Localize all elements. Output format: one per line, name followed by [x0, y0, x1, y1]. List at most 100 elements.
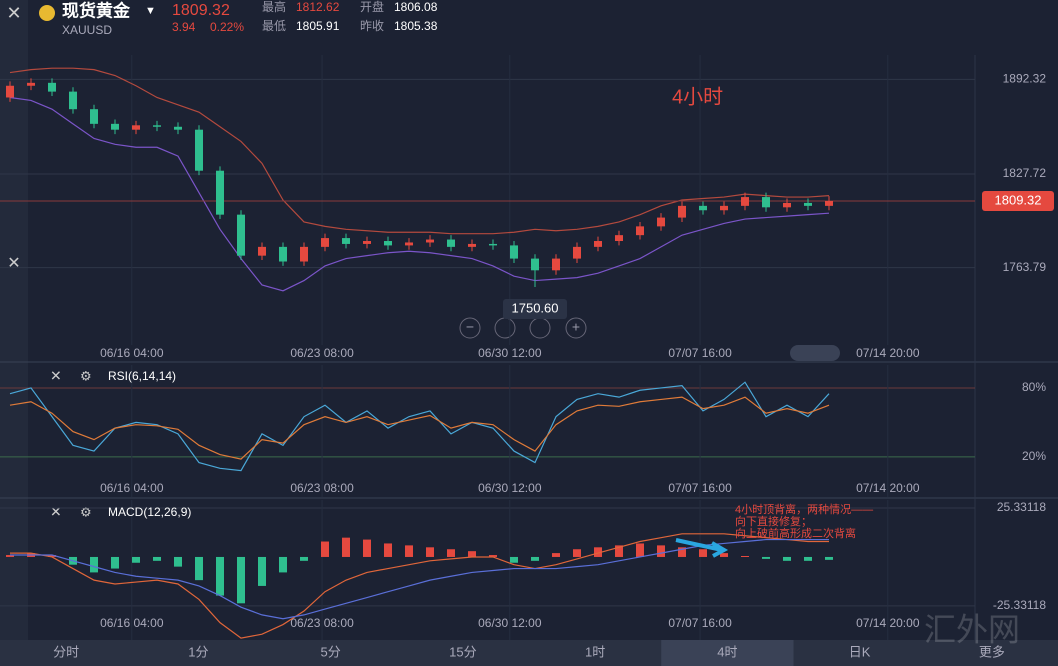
- stat-label: 最低: [262, 19, 286, 33]
- candle-body: [783, 202, 791, 208]
- macd-annotation: 4小时顶背离，两种情况——: [735, 502, 873, 516]
- macd-bar: [804, 556, 812, 561]
- x-tick-label: 07/14 20:00: [856, 481, 920, 495]
- zoom-in[interactable]: [565, 317, 587, 339]
- candle-body: [69, 91, 77, 110]
- tab[interactable]: 4时: [717, 644, 737, 659]
- zoom-out[interactable]: [459, 317, 481, 339]
- x-tick-label: 07/14 20:00: [856, 346, 920, 360]
- tab[interactable]: 15分: [449, 644, 476, 659]
- candle-body: [279, 246, 287, 262]
- macd-bar: [699, 549, 707, 557]
- x-tick-label: 06/30 12:00: [478, 346, 542, 360]
- indicator-line: [10, 533, 829, 639]
- candle-body: [384, 241, 392, 246]
- macd-bar: [720, 553, 728, 557]
- macd-bar: [489, 555, 497, 557]
- gold-icon: [39, 5, 55, 21]
- x-tick-label: 07/07 16:00: [668, 616, 732, 630]
- candle-body: [657, 217, 665, 227]
- candle-body: [300, 246, 308, 262]
- stat-value: 1812.62: [296, 0, 340, 14]
- candle-body: [132, 125, 140, 130]
- indicator-line: [9, 67, 830, 235]
- macd-bar: [762, 556, 770, 559]
- macd-bar: [594, 547, 602, 557]
- macd-bar: [531, 556, 539, 561]
- candle-body: [237, 214, 245, 256]
- tab[interactable]: 更多: [979, 644, 1005, 659]
- candle-body: [258, 246, 266, 256]
- candle-body: [741, 197, 749, 206]
- chart-annotation: 4小时: [672, 85, 723, 108]
- change: 3.94: [172, 20, 196, 34]
- settings-macd[interactable]: ⚙: [80, 504, 92, 519]
- macd-bar: [90, 556, 98, 573]
- candle-body: [153, 125, 161, 127]
- panel: 1892.32 1827.72 1763.79 06/16 04:00 06/23 08…: [0, 55, 1054, 360]
- x-tick-label: 06/16 04:00: [100, 346, 164, 360]
- watermark: 汇外网: [924, 611, 1020, 647]
- instrument-name[interactable]: 现货黄金: [62, 0, 131, 20]
- macd-bar: [300, 556, 308, 561]
- candle-body: [489, 243, 497, 246]
- macd-bar: [342, 537, 350, 557]
- tab-bar: [0, 640, 1058, 666]
- close-macd[interactable]: ✕: [50, 504, 62, 520]
- y-tick-label: 1827.72: [1003, 166, 1047, 180]
- candle-body: [174, 126, 182, 130]
- macd-bar: [783, 556, 791, 561]
- close-button[interactable]: ✕: [6, 3, 21, 23]
- candle-body: [510, 245, 518, 259]
- x-tick-label: 06/16 04:00: [100, 616, 164, 630]
- macd-bar: [825, 556, 833, 560]
- stat-value: 1805.38: [394, 19, 438, 33]
- macd-bar: [510, 556, 518, 563]
- panel-title: MACD(12,26,9): [108, 505, 191, 519]
- tab[interactable]: 分时: [53, 644, 79, 659]
- macd-bar: [195, 556, 203, 581]
- low-tag: [503, 299, 567, 319]
- macd-bar: [363, 539, 371, 557]
- macd-bar: [447, 549, 455, 557]
- current-price-tag: [982, 190, 1054, 211]
- indicator-line: [9, 96, 830, 292]
- candle-body: [699, 205, 707, 211]
- candle-body: [531, 258, 539, 271]
- y-tick-label: 1763.79: [1003, 260, 1047, 274]
- x-tick-label: 06/23 08:00: [290, 616, 354, 630]
- tab[interactable]: 5分: [321, 644, 341, 659]
- tab[interactable]: 1分: [188, 644, 208, 659]
- macd-bar: [678, 547, 686, 557]
- tab[interactable]: 日K: [849, 644, 871, 659]
- macd-bar: [384, 543, 392, 557]
- macd-bar: [468, 551, 476, 557]
- macd-bar: [174, 556, 182, 567]
- scroll-indicator[interactable]: [790, 345, 840, 361]
- settings-rsi[interactable]: ⚙: [80, 368, 92, 383]
- stat-label: 昨收: [360, 19, 384, 33]
- candle-body: [90, 109, 98, 124]
- change-pct: 0.22%: [210, 20, 244, 34]
- x-tick-label: 07/14 20:00: [856, 616, 920, 630]
- candle-body: [825, 200, 833, 206]
- candle-body: [321, 238, 329, 247]
- tab[interactable]: 1时: [585, 644, 605, 659]
- candle-body: [636, 226, 644, 236]
- macd-bar: [279, 556, 287, 573]
- candle-body: [615, 235, 623, 242]
- candle-body: [573, 246, 581, 259]
- x-tick-label: 06/23 08:00: [290, 481, 354, 495]
- x-tick-label: 06/16 04:00: [100, 481, 164, 495]
- x-tick-label: 06/23 08:00: [290, 346, 354, 360]
- macd-bar: [6, 555, 14, 557]
- y-tick-label: 20%: [1022, 449, 1046, 463]
- crosshair-button[interactable]: ✕: [7, 255, 20, 272]
- candle-body: [468, 243, 476, 247]
- current-price: 1809.32: [995, 192, 1042, 207]
- dropdown-arrow[interactable]: ▼: [145, 5, 156, 17]
- candle-body: [405, 242, 413, 246]
- toolbar: [0, 0, 28, 640]
- macd-bar: [657, 545, 665, 557]
- close-rsi[interactable]: ✕: [50, 368, 62, 384]
